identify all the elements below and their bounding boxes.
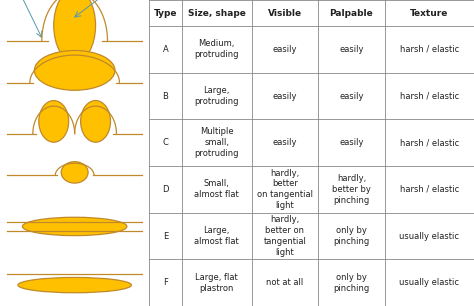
Text: Large,
almost flat: Large, almost flat (194, 226, 239, 246)
Text: easily: easily (339, 138, 364, 147)
Text: D: D (162, 185, 169, 194)
Text: E: E (163, 232, 168, 241)
Text: F: F (163, 278, 168, 287)
Text: harsh / elastic: harsh / elastic (400, 45, 459, 54)
Text: A: A (163, 45, 168, 54)
Text: Type: Type (154, 9, 177, 17)
Text: not at all: not at all (266, 278, 303, 287)
Text: easily: easily (339, 45, 364, 54)
Text: hardly,
better on
tangential
light: hardly, better on tangential light (264, 215, 306, 257)
Text: hardly,
better
on tangential
light: hardly, better on tangential light (257, 169, 313, 210)
Text: Multiple
small,
protruding: Multiple small, protruding (194, 127, 239, 158)
Text: harsh / elastic: harsh / elastic (400, 91, 459, 100)
Text: easily: easily (339, 91, 364, 100)
Text: Large,
protruding: Large, protruding (194, 86, 239, 106)
Ellipse shape (61, 162, 88, 183)
Text: hardly,
better by
pinching: hardly, better by pinching (332, 174, 371, 205)
Text: harsh / elastic: harsh / elastic (400, 185, 459, 194)
Text: Large, flat
plastron: Large, flat plastron (195, 273, 238, 293)
Text: only by
pinching: only by pinching (333, 273, 370, 293)
Text: usually elastic: usually elastic (400, 232, 459, 241)
Ellipse shape (81, 101, 110, 142)
Ellipse shape (34, 50, 115, 90)
Text: C: C (163, 138, 168, 147)
Text: Small,
almost flat: Small, almost flat (194, 179, 239, 199)
Text: only by
pinching: only by pinching (333, 226, 370, 246)
Text: easily: easily (273, 138, 297, 147)
Ellipse shape (54, 0, 96, 62)
Ellipse shape (18, 278, 131, 293)
Text: harsh / elastic: harsh / elastic (400, 138, 459, 147)
Text: Palpable: Palpable (329, 9, 374, 17)
Text: easily: easily (273, 91, 297, 100)
Text: easily: easily (273, 45, 297, 54)
Text: Visible: Visible (268, 9, 302, 17)
Text: Medium,
protruding: Medium, protruding (194, 39, 239, 59)
Text: usually elastic: usually elastic (400, 278, 459, 287)
Text: Size, shape: Size, shape (188, 9, 246, 17)
Text: Texture: Texture (410, 9, 448, 17)
Ellipse shape (39, 101, 69, 142)
Ellipse shape (22, 217, 127, 236)
Text: B: B (163, 91, 168, 100)
